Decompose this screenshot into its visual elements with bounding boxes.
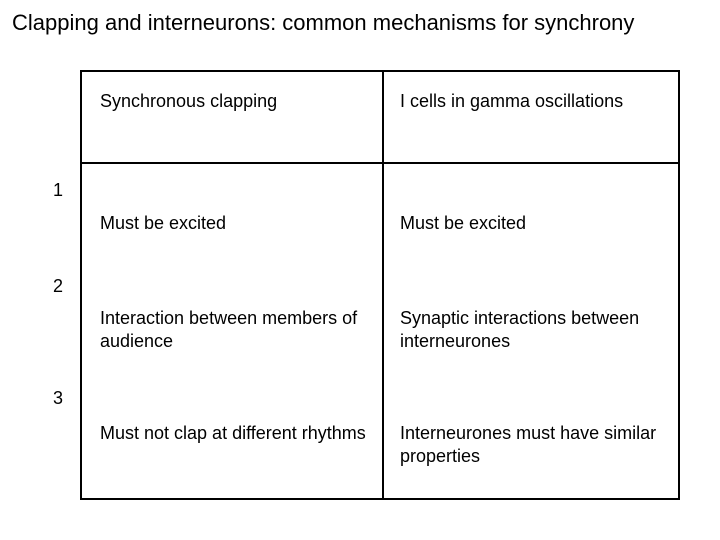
slide-title: Clapping and interneurons: common mechan… [12,10,634,36]
row-number-2: 2 [53,276,63,297]
row3-right: Interneurones must have similar properti… [400,422,670,467]
row-number-3: 3 [53,388,63,409]
header-right: I cells in gamma oscillations [400,90,670,113]
header-left: Synchronous clapping [100,90,370,113]
header-separator [82,162,678,164]
row1-left: Must be excited [100,212,370,235]
column-separator [382,72,384,498]
row2-right: Synaptic interactions between interneuro… [400,307,670,352]
row1-right: Must be excited [400,212,670,235]
row3-left: Must not clap at different rhythms [100,422,370,445]
comparison-table: Synchronous clapping I cells in gamma os… [80,70,680,500]
row-number-1: 1 [53,180,63,201]
row2-left: Interaction between members of audience [100,307,370,352]
slide: Clapping and interneurons: common mechan… [0,0,720,540]
